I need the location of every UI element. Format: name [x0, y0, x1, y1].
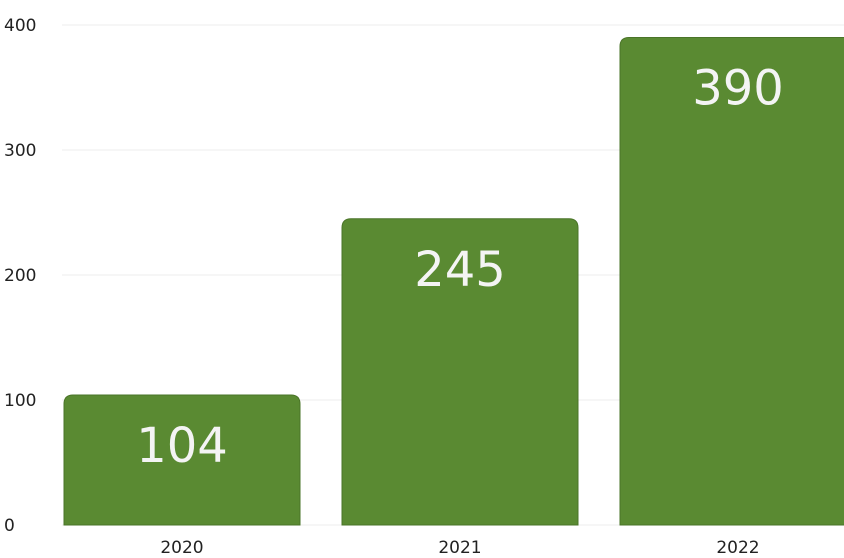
y-tick-label-0: 0 [4, 516, 15, 536]
bars [63, 37, 844, 526]
x-tick-label-2021: 2021 [438, 538, 481, 558]
y-tick-label-400: 400 [4, 16, 36, 36]
value-label-2022: 390 [692, 61, 784, 117]
y-tick-label-200: 200 [4, 266, 36, 286]
value-labels: 104 245 390 [136, 61, 784, 475]
value-label-2021: 245 [414, 242, 506, 298]
y-tick-label-100: 100 [4, 391, 36, 411]
x-tick-label-2022: 2022 [716, 538, 759, 558]
y-tick-label-300: 300 [4, 141, 36, 161]
bar-2022 [619, 37, 844, 526]
value-label-2020: 104 [136, 418, 228, 474]
x-tick-label-2020: 2020 [160, 538, 203, 558]
bar-2021 [341, 218, 579, 526]
x-axis-ticks: 2020 2021 2022 [160, 538, 759, 558]
bar-2020 [63, 394, 301, 526]
y-axis-ticks: 0 100 200 300 400 [4, 16, 36, 536]
